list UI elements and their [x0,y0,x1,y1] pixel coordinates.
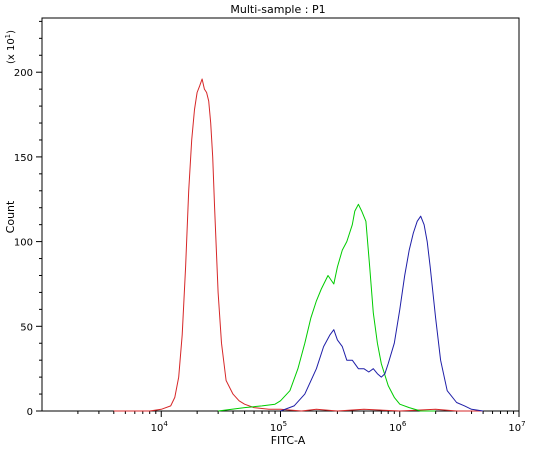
histogram-line-3 [280,215,484,412]
y-tick-label: 0 [27,407,33,418]
y-multiplier-label: (x 101) [4,30,17,64]
histogram-line-2 [218,203,436,412]
y-tick-label: 150 [14,153,33,164]
y-axis-label: Count [4,200,17,233]
y-tick-label: 100 [14,238,33,249]
x-tick-label: 105 [270,420,287,434]
x-tick-label: 107 [508,420,525,434]
x-axis-label: FITC-A [271,434,306,447]
histogram-line-1 [113,78,484,412]
y-tick-label: 200 [14,68,33,79]
y-tick-label: 50 [20,322,33,333]
x-tick-label: 104 [151,420,169,434]
x-tick-label: 106 [389,420,407,434]
chart-title: Multi-sample : P1 [230,3,325,16]
plot-area: 104 105 106 107 0 50 100 150 200 [14,17,526,434]
plot-frame [41,17,520,412]
